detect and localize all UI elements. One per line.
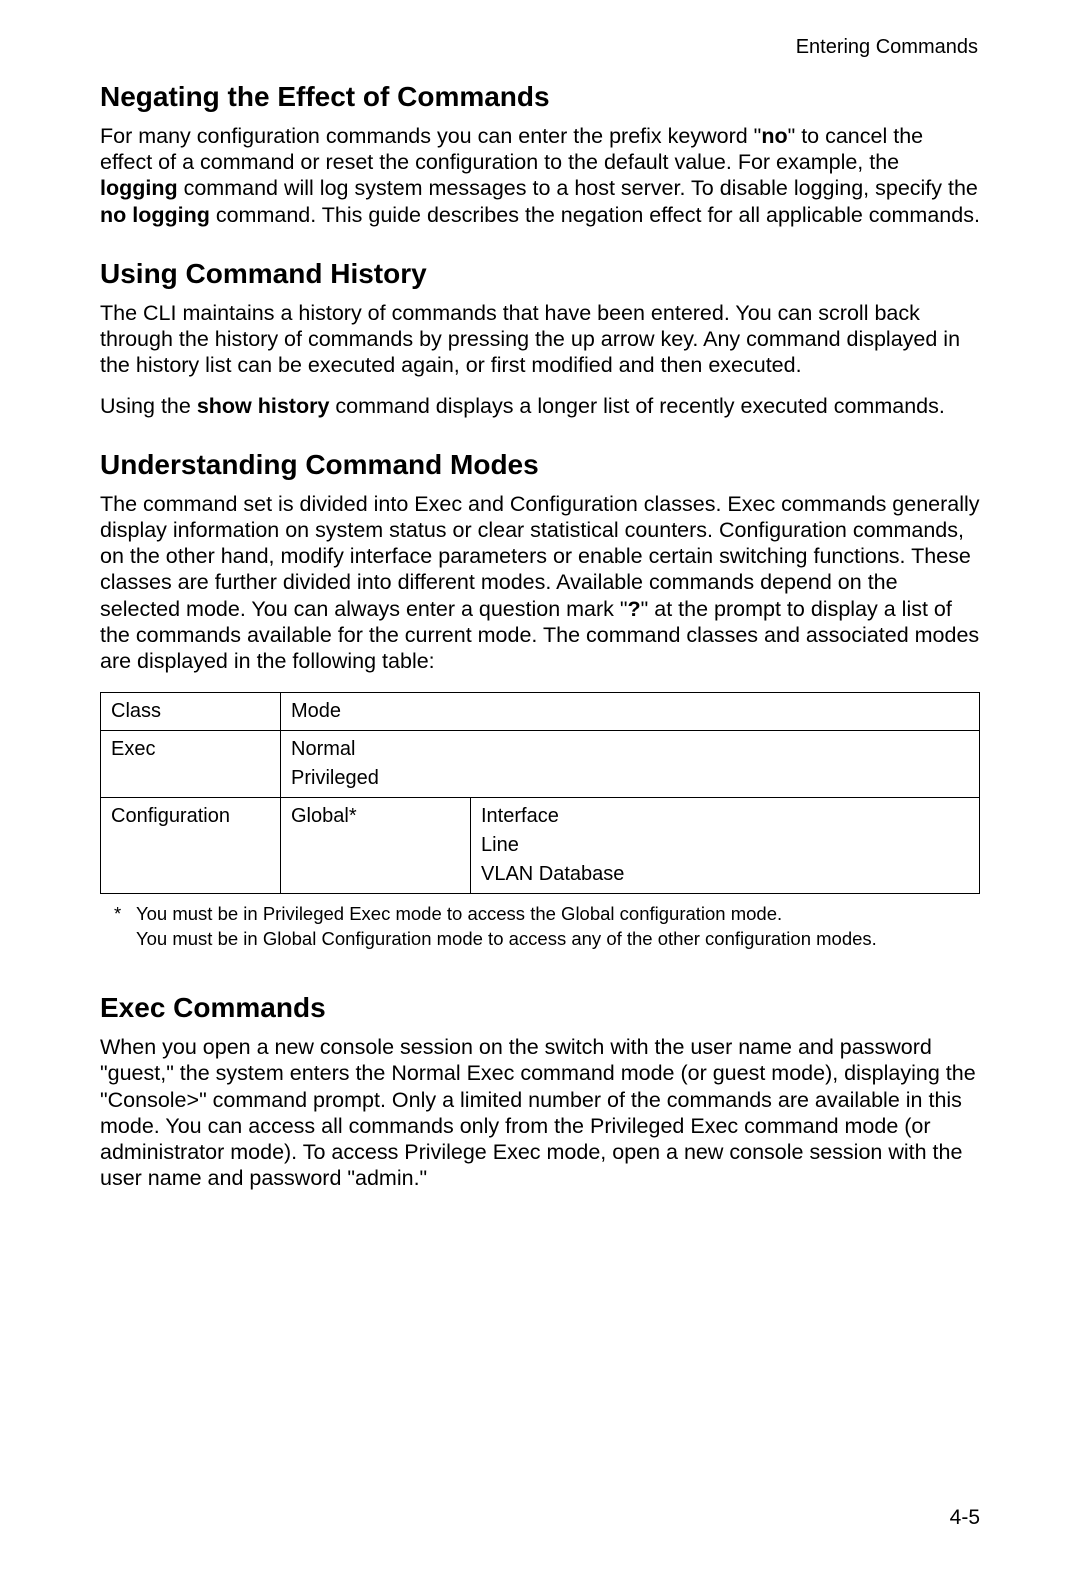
heading-modes: Understanding Command Modes: [100, 449, 980, 481]
table-cell-submodes: Interface Line VLAN Database: [471, 798, 980, 894]
text: VLAN Database: [481, 863, 624, 885]
text: You must be in Global Configuration mode…: [136, 928, 877, 949]
table-cell-global: Global*: [281, 798, 471, 894]
table-cell-mode-header: Mode: [281, 693, 980, 731]
text: For many configuration commands you can …: [100, 124, 761, 148]
table-row: Class Mode: [101, 693, 980, 731]
heading-negating: Negating the Effect of Commands: [100, 81, 980, 113]
text: Privileged: [291, 767, 379, 789]
para-exec-1: When you open a new console session on t…: [100, 1034, 980, 1191]
para-history-2: Using the show history command displays …: [100, 393, 980, 419]
page-header: Entering Commands: [100, 36, 980, 59]
bold-logging: logging: [100, 176, 178, 200]
page-number: 4-5: [950, 1506, 980, 1530]
para-negating-1: For many configuration commands you can …: [100, 123, 980, 228]
text: command displays a longer list of recent…: [329, 394, 944, 418]
table-row: Configuration Global* Interface Line VLA…: [101, 798, 980, 894]
text: command. This guide describes the negati…: [210, 203, 980, 227]
heading-history: Using Command History: [100, 258, 980, 290]
table-cell-class-header: Class: [101, 693, 281, 731]
bold-no: no: [761, 124, 787, 148]
para-history-1: The CLI maintains a history of commands …: [100, 300, 980, 379]
footnote-text: You must be in Privileged Exec mode to a…: [136, 902, 980, 952]
bold-question-mark: ?: [628, 597, 641, 621]
para-modes-1: The command set is divided into Exec and…: [100, 491, 980, 675]
text: Interface: [481, 805, 559, 827]
table-cell-exec-modes: Normal Privileged: [281, 731, 980, 798]
table-cell-exec: Exec: [101, 731, 281, 798]
text: Normal: [291, 738, 355, 760]
footnote-star: *: [114, 902, 136, 952]
bold-show-history: show history: [197, 394, 330, 418]
text: Line: [481, 834, 519, 856]
heading-exec: Exec Commands: [100, 992, 980, 1024]
text: command will log system messages to a ho…: [178, 176, 978, 200]
footnote: * You must be in Privileged Exec mode to…: [100, 902, 980, 952]
table-row: Exec Normal Privileged: [101, 731, 980, 798]
bold-no-logging: no logging: [100, 203, 210, 227]
table-cell-config: Configuration: [101, 798, 281, 894]
text: Using the: [100, 394, 197, 418]
text: You must be in Privileged Exec mode to a…: [136, 903, 782, 924]
modes-table: Class Mode Exec Normal Privileged Config…: [100, 692, 980, 894]
